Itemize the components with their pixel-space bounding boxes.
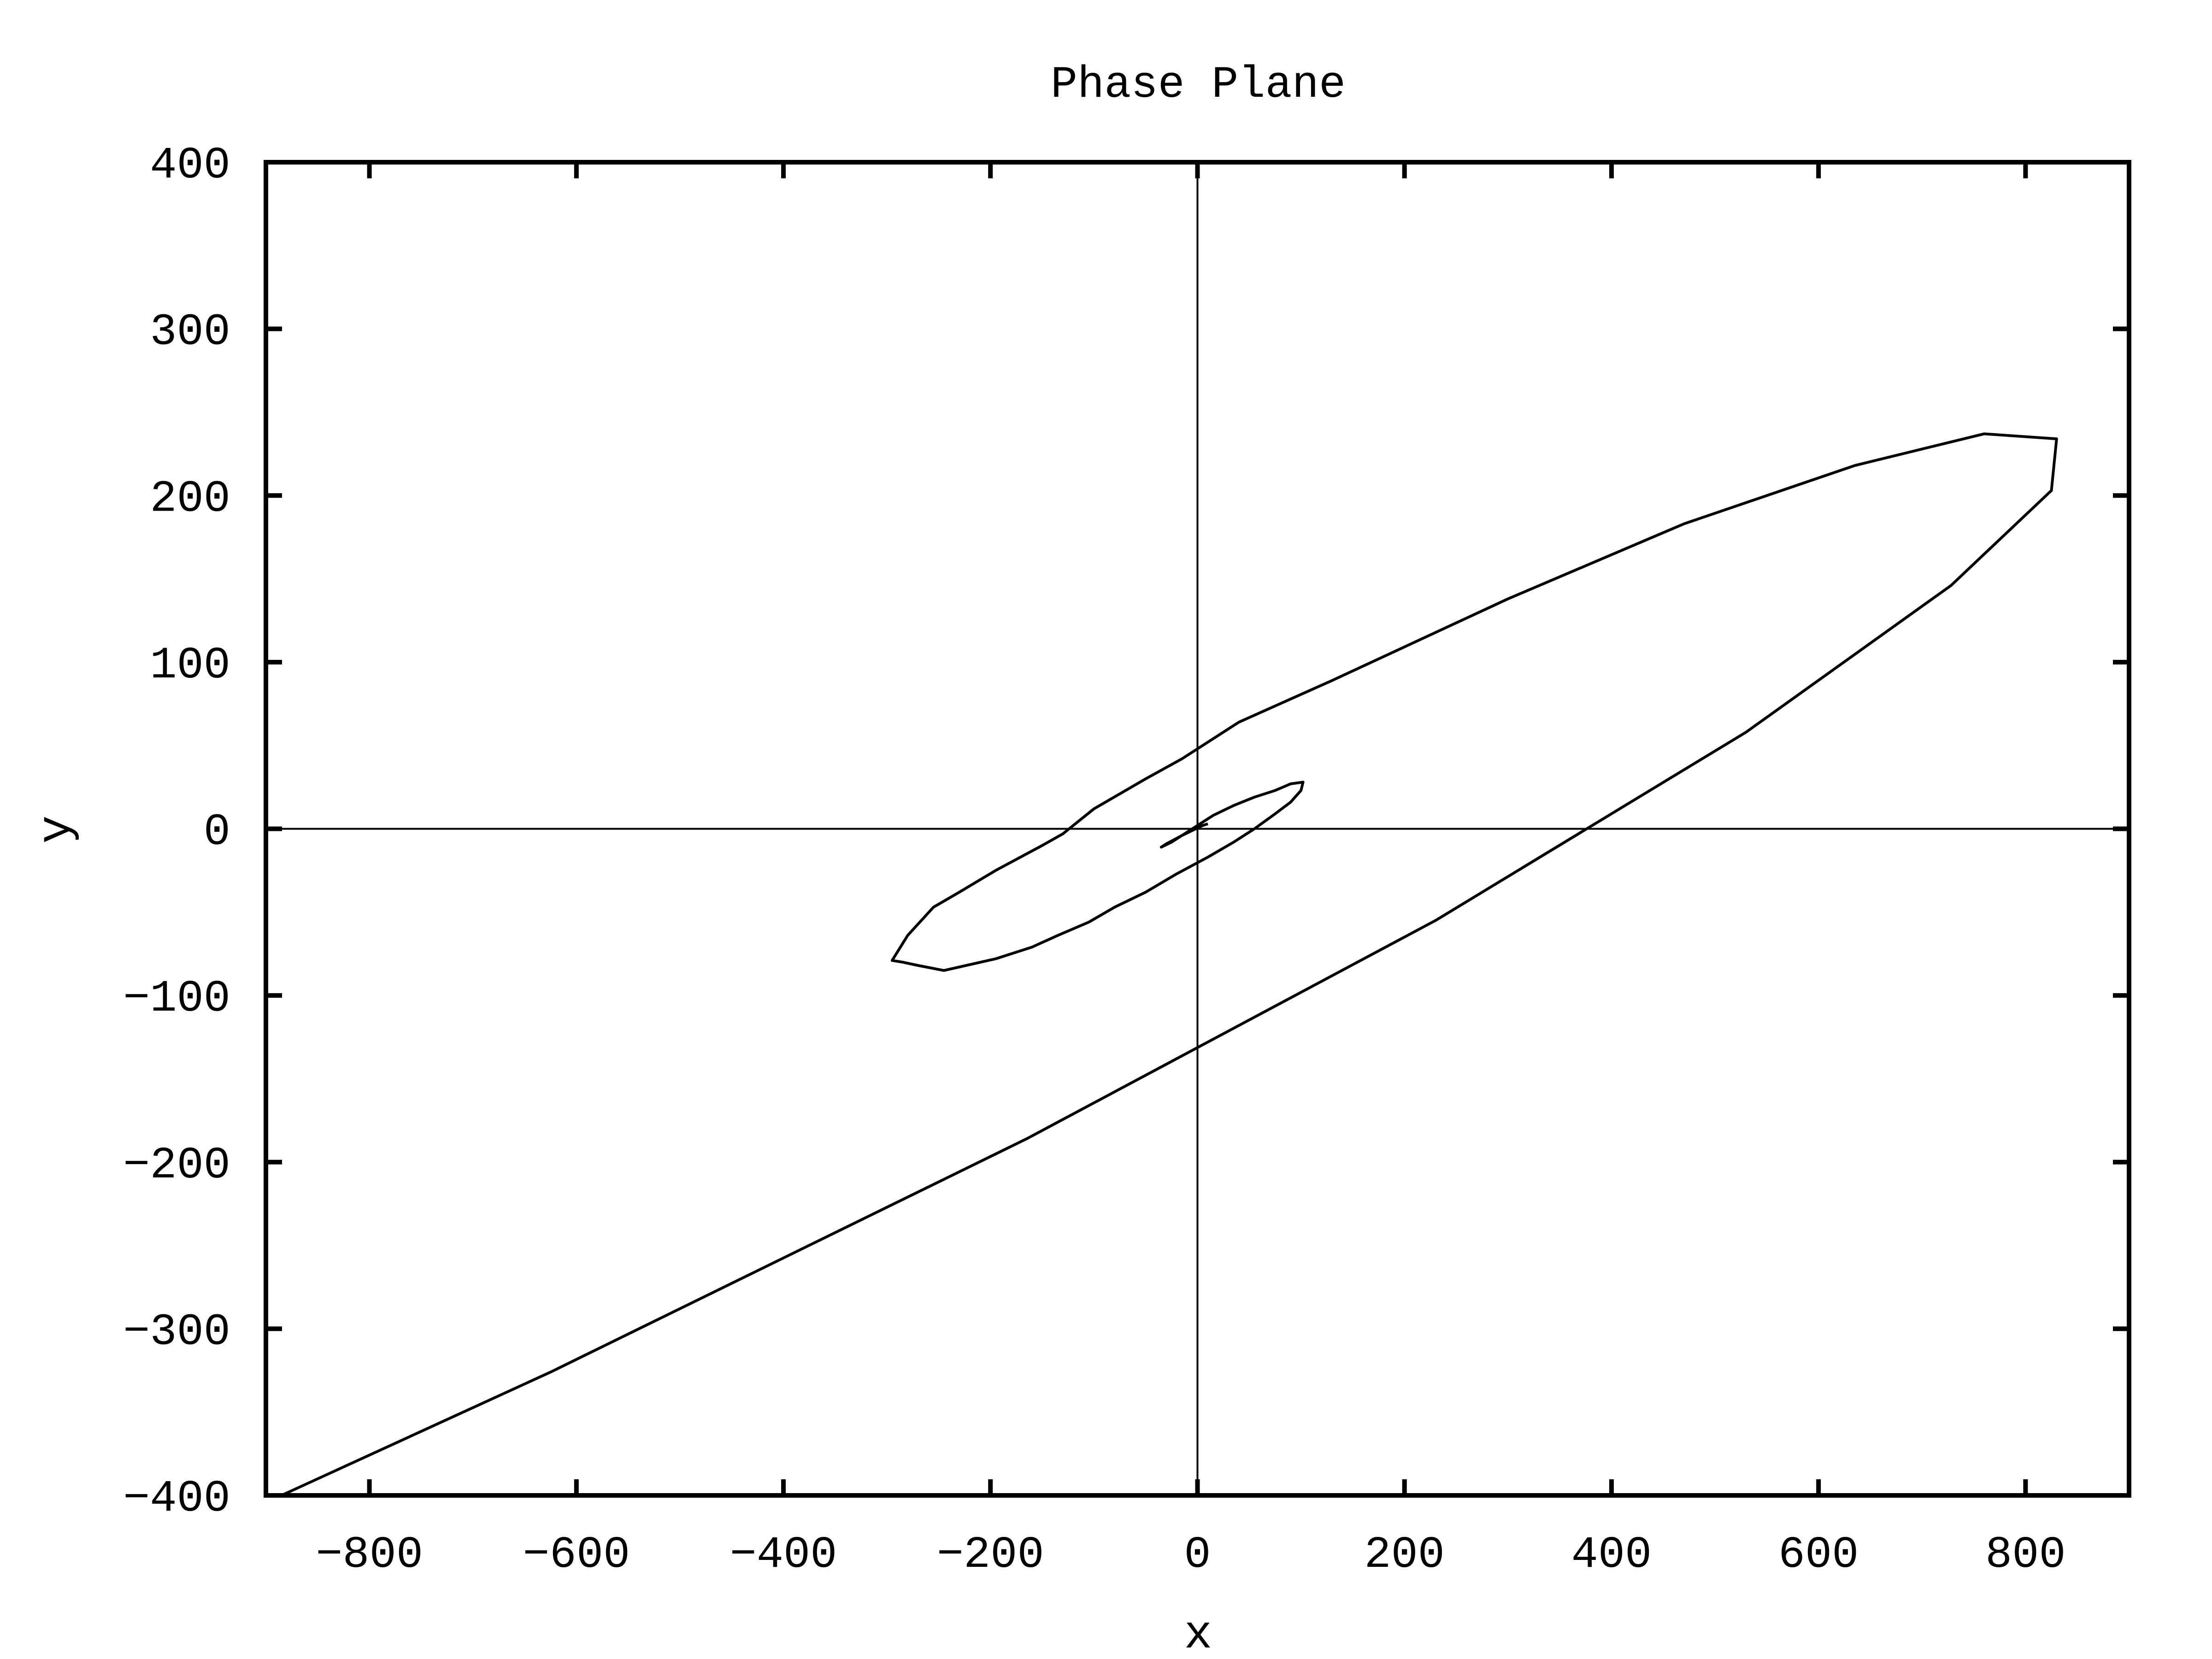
y-tick-label: 100: [150, 641, 230, 691]
x-tick-label: −600: [523, 1530, 630, 1581]
y-tick-label: −300: [123, 1307, 230, 1358]
y-tick-label: 400: [150, 141, 230, 191]
x-tick-label: 400: [1571, 1530, 1652, 1581]
x-axis-title: x: [1184, 1608, 1212, 1659]
x-tick-label: −400: [730, 1530, 837, 1581]
series-layer: [281, 432, 2058, 1497]
x-tick-label: 600: [1778, 1530, 1859, 1581]
x-tick-label: 0: [1184, 1530, 1211, 1581]
x-tick-label: −800: [316, 1530, 423, 1581]
series-line: [281, 432, 2058, 1497]
y-tick-label: 300: [150, 307, 230, 358]
y-tick-label: 200: [150, 474, 230, 524]
x-tick-labels: −800 −600 −400 −200 0 200 400 600 800: [316, 1530, 2066, 1581]
y-axis-title: y: [30, 815, 83, 843]
y-tick-labels: −400 −300 −200 −100 0 100 200 300 400: [123, 141, 230, 1524]
x-tick-label: 200: [1364, 1530, 1445, 1581]
y-tick-label: 0: [204, 807, 230, 858]
x-tick-label: 800: [1985, 1530, 2066, 1581]
y-tick-label: −100: [123, 974, 230, 1024]
y-tick-label: −400: [123, 1474, 230, 1524]
chart-title: Phase Plane: [1051, 60, 1346, 111]
plot-frame: [264, 160, 2131, 1498]
y-tick-label: −200: [123, 1141, 230, 1191]
x-tick-label: −200: [937, 1530, 1044, 1581]
